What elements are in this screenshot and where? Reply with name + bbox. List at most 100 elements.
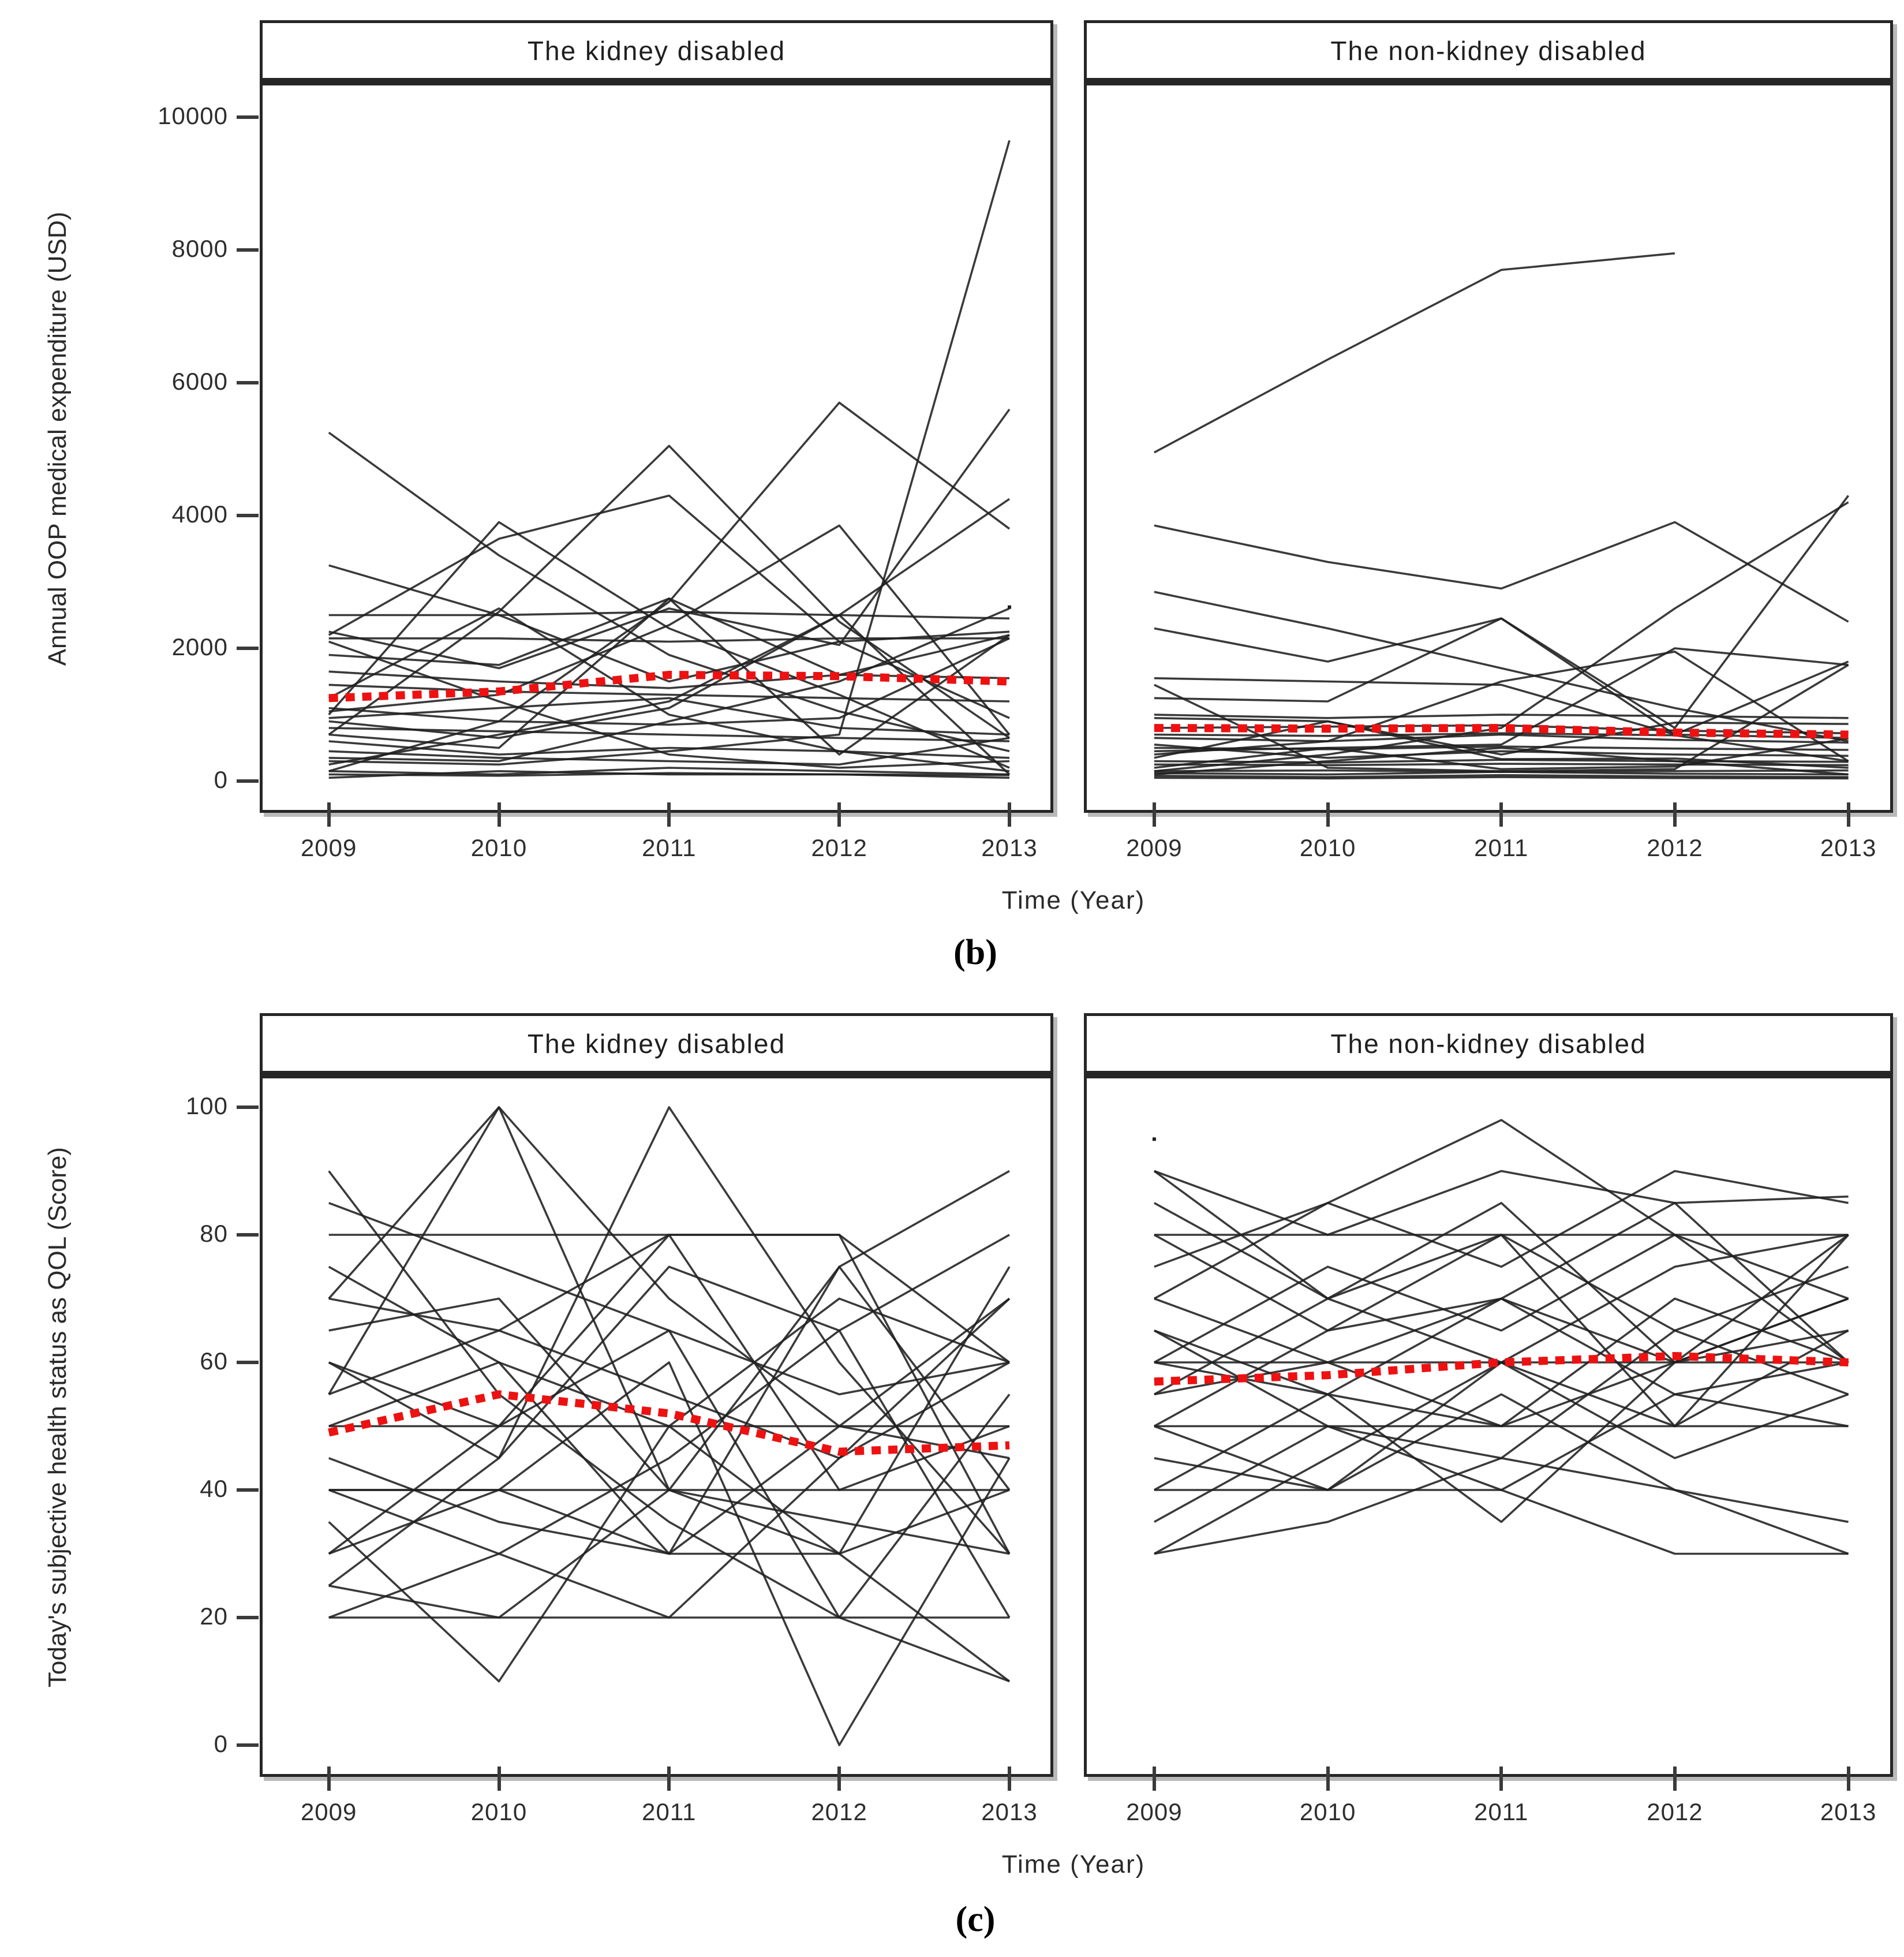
individual-trajectory-line <box>328 564 1010 683</box>
y-axis-tick-mark <box>237 248 259 252</box>
x-axis-tick-label: 2009 <box>1126 1798 1183 1825</box>
individual-trajectory-line <box>328 697 1010 736</box>
panel-title-b-kidney: The kidney disabled <box>527 35 786 66</box>
x-axis-tick-mark <box>837 802 841 827</box>
individual-trajectory-line <box>328 445 1011 739</box>
y-axis-tick-label: 100 <box>185 1092 228 1119</box>
x-axis-tick-label: 2011 <box>1474 1798 1529 1825</box>
y-axis-tick-mark <box>237 647 259 650</box>
trajectory-lines-layer <box>1152 1119 1849 1555</box>
individual-trajectory-line <box>328 1329 1011 1619</box>
x-axis-tick-label: 2010 <box>1299 1798 1356 1825</box>
x-axis-tick-label: 2011 <box>642 1798 697 1825</box>
y-axis-tick-label: 20 <box>200 1603 228 1630</box>
plot-area-c-nonkidney <box>1084 1071 1893 1777</box>
individual-trajectory-line <box>1154 1297 1849 1523</box>
individual-trajectory-line <box>328 607 1010 763</box>
panel-title-band-c-nonkidney: The non-kidney disabled <box>1084 1013 1893 1074</box>
x-axis-tick-mark <box>1008 1766 1012 1791</box>
x-axis-tick-label: 2009 <box>1126 834 1183 861</box>
individual-trajectory-line <box>328 727 1010 742</box>
x-axis-tick-label: 2013 <box>1820 1798 1877 1825</box>
x-axis-label-c: Time (Year) <box>1001 1850 1146 1878</box>
trajectory-lines-layer <box>1154 252 1850 780</box>
individual-trajectory-line <box>328 1298 1011 1459</box>
individual-trajectory-line <box>328 607 1010 772</box>
y-axis-tick-mark <box>237 1361 259 1364</box>
individual-trajectory-line <box>328 1234 1010 1619</box>
individual-trajectory-line <box>328 670 1010 689</box>
individual-trajectory-line <box>328 737 1010 766</box>
y-axis-tick-label: 10000 <box>158 102 228 129</box>
individual-trajectory-line <box>328 494 1010 719</box>
isolated-data-point <box>1008 605 1011 609</box>
individual-trajectory-line <box>1154 763 1849 767</box>
x-axis-tick-label: 2012 <box>811 834 867 861</box>
x-axis-tick-label: 2010 <box>470 1798 528 1825</box>
individual-trajectory-line <box>1154 617 1849 740</box>
individual-trajectory-line <box>328 1361 1010 1619</box>
x-axis-tick-mark <box>667 1766 671 1791</box>
caption-c: (c) <box>955 1900 996 1939</box>
individual-trajectory-line <box>1154 660 1849 736</box>
mean-trend-line <box>328 670 1010 703</box>
x-axis-tick-mark <box>667 802 671 827</box>
individual-trajectory-line <box>328 408 1011 670</box>
individual-trajectory-line <box>1154 650 1849 763</box>
individual-trajectory-line <box>1154 1297 1849 1396</box>
individual-trajectory-line <box>1154 591 1849 742</box>
y-axis-tick-mark <box>237 115 259 119</box>
x-axis-tick-mark <box>1008 802 1012 827</box>
x-axis-tick-mark <box>497 802 501 827</box>
x-axis-label-b: Time (Year) <box>1001 886 1146 914</box>
individual-trajectory-line <box>1154 746 1849 776</box>
individual-trajectory-line <box>328 597 1011 756</box>
trajectory-lines-layer <box>328 1106 1011 1746</box>
individual-trajectory-line <box>328 1106 1010 1459</box>
individual-trajectory-line <box>328 1361 1011 1746</box>
individual-trajectory-line <box>328 524 1011 735</box>
individual-trajectory-line <box>1154 724 1849 734</box>
x-axis-tick-label: 2009 <box>300 1798 357 1825</box>
individual-trajectory-line <box>328 1106 1011 1587</box>
individual-trajectory-line <box>1154 714 1849 719</box>
individual-trajectory-line <box>328 684 1010 703</box>
plot-area-b-nonkidney <box>1084 78 1893 813</box>
individual-trajectory-line <box>1154 495 1850 729</box>
individual-trajectory-line <box>1154 1170 1849 1236</box>
x-axis-tick-label: 2009 <box>300 834 357 861</box>
individual-trajectory-line <box>1154 774 1849 778</box>
individual-trajectory-line <box>328 140 1011 766</box>
individual-trajectory-line <box>328 431 1010 753</box>
x-axis-tick-label: 2012 <box>1647 1798 1703 1825</box>
individual-trajectory-line <box>328 637 1009 643</box>
y-axis-tick-mark <box>237 779 259 783</box>
individual-trajectory-line <box>1154 1456 1849 1555</box>
individual-trajectory-line <box>1154 1361 1849 1491</box>
x-axis-tick-label: 2011 <box>1474 834 1529 861</box>
x-axis-tick-mark <box>1673 1766 1677 1791</box>
individual-trajectory-line <box>328 1265 1011 1618</box>
individual-trajectory-line <box>1154 1202 1849 1332</box>
trajectory-lines-layer <box>328 140 1011 779</box>
isolated-data-point <box>1152 1137 1156 1141</box>
x-axis-tick-mark <box>1673 802 1677 827</box>
individual-trajectory-line <box>328 1265 1011 1682</box>
individual-trajectory-line <box>1154 769 1849 773</box>
x-axis-tick-mark <box>1499 802 1503 827</box>
individual-trajectory-line <box>328 772 1010 777</box>
individual-trajectory-line <box>1154 737 1849 771</box>
y-axis-tick-label: 8000 <box>171 235 228 262</box>
individual-trajectory-line <box>1154 776 1849 780</box>
x-axis-tick-mark <box>1326 1766 1330 1791</box>
x-axis-tick-label: 2013 <box>1820 834 1877 861</box>
y-axis-tick-mark <box>237 1106 259 1109</box>
panel-title-b-nonkidney: The non-kidney disabled <box>1330 35 1647 66</box>
individual-trajectory-line <box>1154 717 1849 756</box>
individual-trajectory-line <box>1154 521 1849 623</box>
panel-title-band-c-kidney: The kidney disabled <box>260 1013 1053 1074</box>
y-axis-tick-mark <box>237 1488 259 1492</box>
x-axis-tick-mark <box>1152 802 1156 827</box>
individual-trajectory-line <box>1154 720 1849 769</box>
